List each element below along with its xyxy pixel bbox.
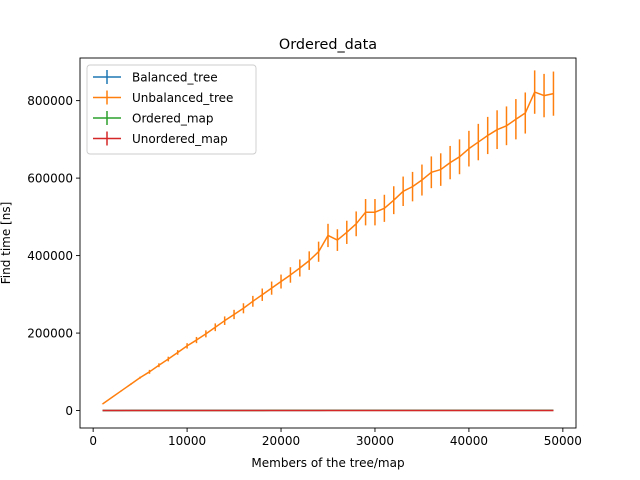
legend: Balanced_tree Unbalanced_tree Ordered_map U… (86, 64, 257, 155)
legend-box (86, 64, 257, 155)
y-axis: 0 200000 400000 600000 800000 (27, 94, 80, 418)
x-axis-label: Members of the tree/map (251, 456, 404, 470)
y-tick-label: 200000 (27, 326, 73, 340)
series-line-unbalanced-tree (102, 91, 554, 405)
x-tick-label: 30000 (356, 434, 394, 448)
chart-title: Ordered_data (279, 37, 377, 53)
series-unbalanced-tree (101, 70, 555, 405)
legend-label-balanced-tree: Balanced_tree (132, 71, 218, 85)
y-tick-label: 600000 (27, 171, 73, 185)
y-tick-label: 0 (65, 404, 73, 418)
x-tick-label: 10000 (168, 434, 206, 448)
x-tick-label: 20000 (262, 434, 300, 448)
legend-label-unbalanced-tree: Unbalanced_tree (132, 91, 233, 105)
x-tick-label: 50000 (544, 434, 582, 448)
x-axis: 0 10000 20000 30000 40000 50000 (89, 428, 582, 448)
plot-area (101, 70, 555, 412)
axes-frame (79, 57, 577, 429)
y-tick-label: 400000 (27, 249, 73, 263)
legend-label-ordered-map: Ordered_map (132, 112, 214, 126)
x-tick-label: 0 (89, 434, 97, 448)
x-tick-label: 40000 (450, 434, 488, 448)
y-axis-label: Find time [ns] (0, 202, 13, 285)
y-tick-label: 800000 (27, 94, 73, 108)
legend-label-unordered-map: Unordered_map (132, 132, 228, 146)
